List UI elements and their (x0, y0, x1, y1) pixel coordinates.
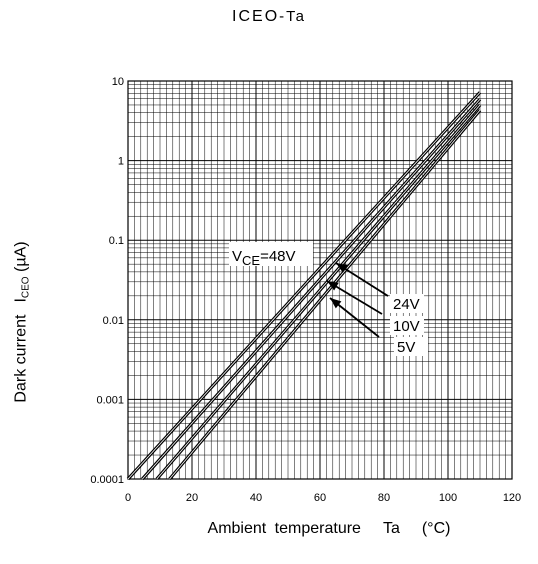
series-lines (126, 91, 482, 481)
annotation-bg-0 (390, 294, 424, 313)
annotation-48v-rest: =48V (260, 248, 295, 265)
y-tick-label: 0.01 (103, 315, 124, 327)
x-tick-label: 60 (314, 492, 326, 504)
x-tick-label: 80 (378, 492, 390, 504)
x-tick-label: 40 (250, 492, 262, 504)
series-line-inner-0 (127, 92, 481, 480)
x-tick-label: 0 (125, 492, 131, 504)
plot-frame (127, 80, 513, 480)
annotation-48v-v: V (232, 248, 242, 265)
y-tick-label: 10 (112, 76, 124, 88)
annotation-arrow-head-1 (327, 281, 339, 291)
x-axis-label-symbol: Ta (382, 520, 400, 537)
series-line-inner-1 (142, 98, 481, 480)
chart-title-suffix: -Ta (279, 8, 306, 25)
annotation-arrow-head-0 (336, 263, 348, 273)
annotations: VCE=48V 24V 10V 5V (229, 242, 428, 356)
annotation-label-24V: 24V (393, 296, 420, 313)
annotation-48v-sub: CE (242, 253, 260, 268)
y-axis-label-unit: (µA) (12, 241, 30, 272)
annotation-48v-label: VCE=48V (232, 248, 296, 268)
y-tick-label: 1 (118, 156, 124, 168)
y-tick-label: 0.001 (96, 394, 124, 406)
y-axis-label-name: Dark current (12, 314, 30, 403)
annotation-label-5V: 5V (397, 339, 415, 356)
grid-lines (127, 80, 513, 480)
x-axis-label-unit: (°C) (421, 520, 451, 537)
y-tick-label: 0.1 (109, 235, 124, 247)
x-axis-label-name: Ambient temperature (207, 520, 361, 537)
annotation-48v-bg (229, 242, 313, 266)
y-axis-label-subscript: CEO (20, 276, 32, 299)
y-axis-label-symbol: I (12, 298, 30, 303)
annotation-bg-2 (394, 337, 428, 356)
y-axis-label: Dark current ICEO (µA) (13, 241, 32, 402)
x-tick-label: 100 (439, 492, 457, 504)
annotation-arrow-head-2 (330, 298, 342, 309)
series-line-inner-2 (156, 104, 481, 480)
y-tick-label: 0.0001 (90, 474, 124, 486)
x-axis-label: Ambient temperature Ta (°C) (120, 520, 538, 538)
series-line-inner-3 (169, 109, 481, 480)
tick-labels: 0 20 40 60 80 100 120 0.0001 0.001 0.01 0.1 1 10 (90, 76, 521, 504)
annotation-label-10V: 10V (393, 318, 420, 335)
chart-title-main: ICEO (232, 8, 280, 25)
chart-title: ICEO-Ta (0, 8, 538, 26)
annotation-bg-1 (390, 316, 424, 335)
x-tick-label: 120 (503, 492, 521, 504)
x-tick-label: 20 (186, 492, 198, 504)
